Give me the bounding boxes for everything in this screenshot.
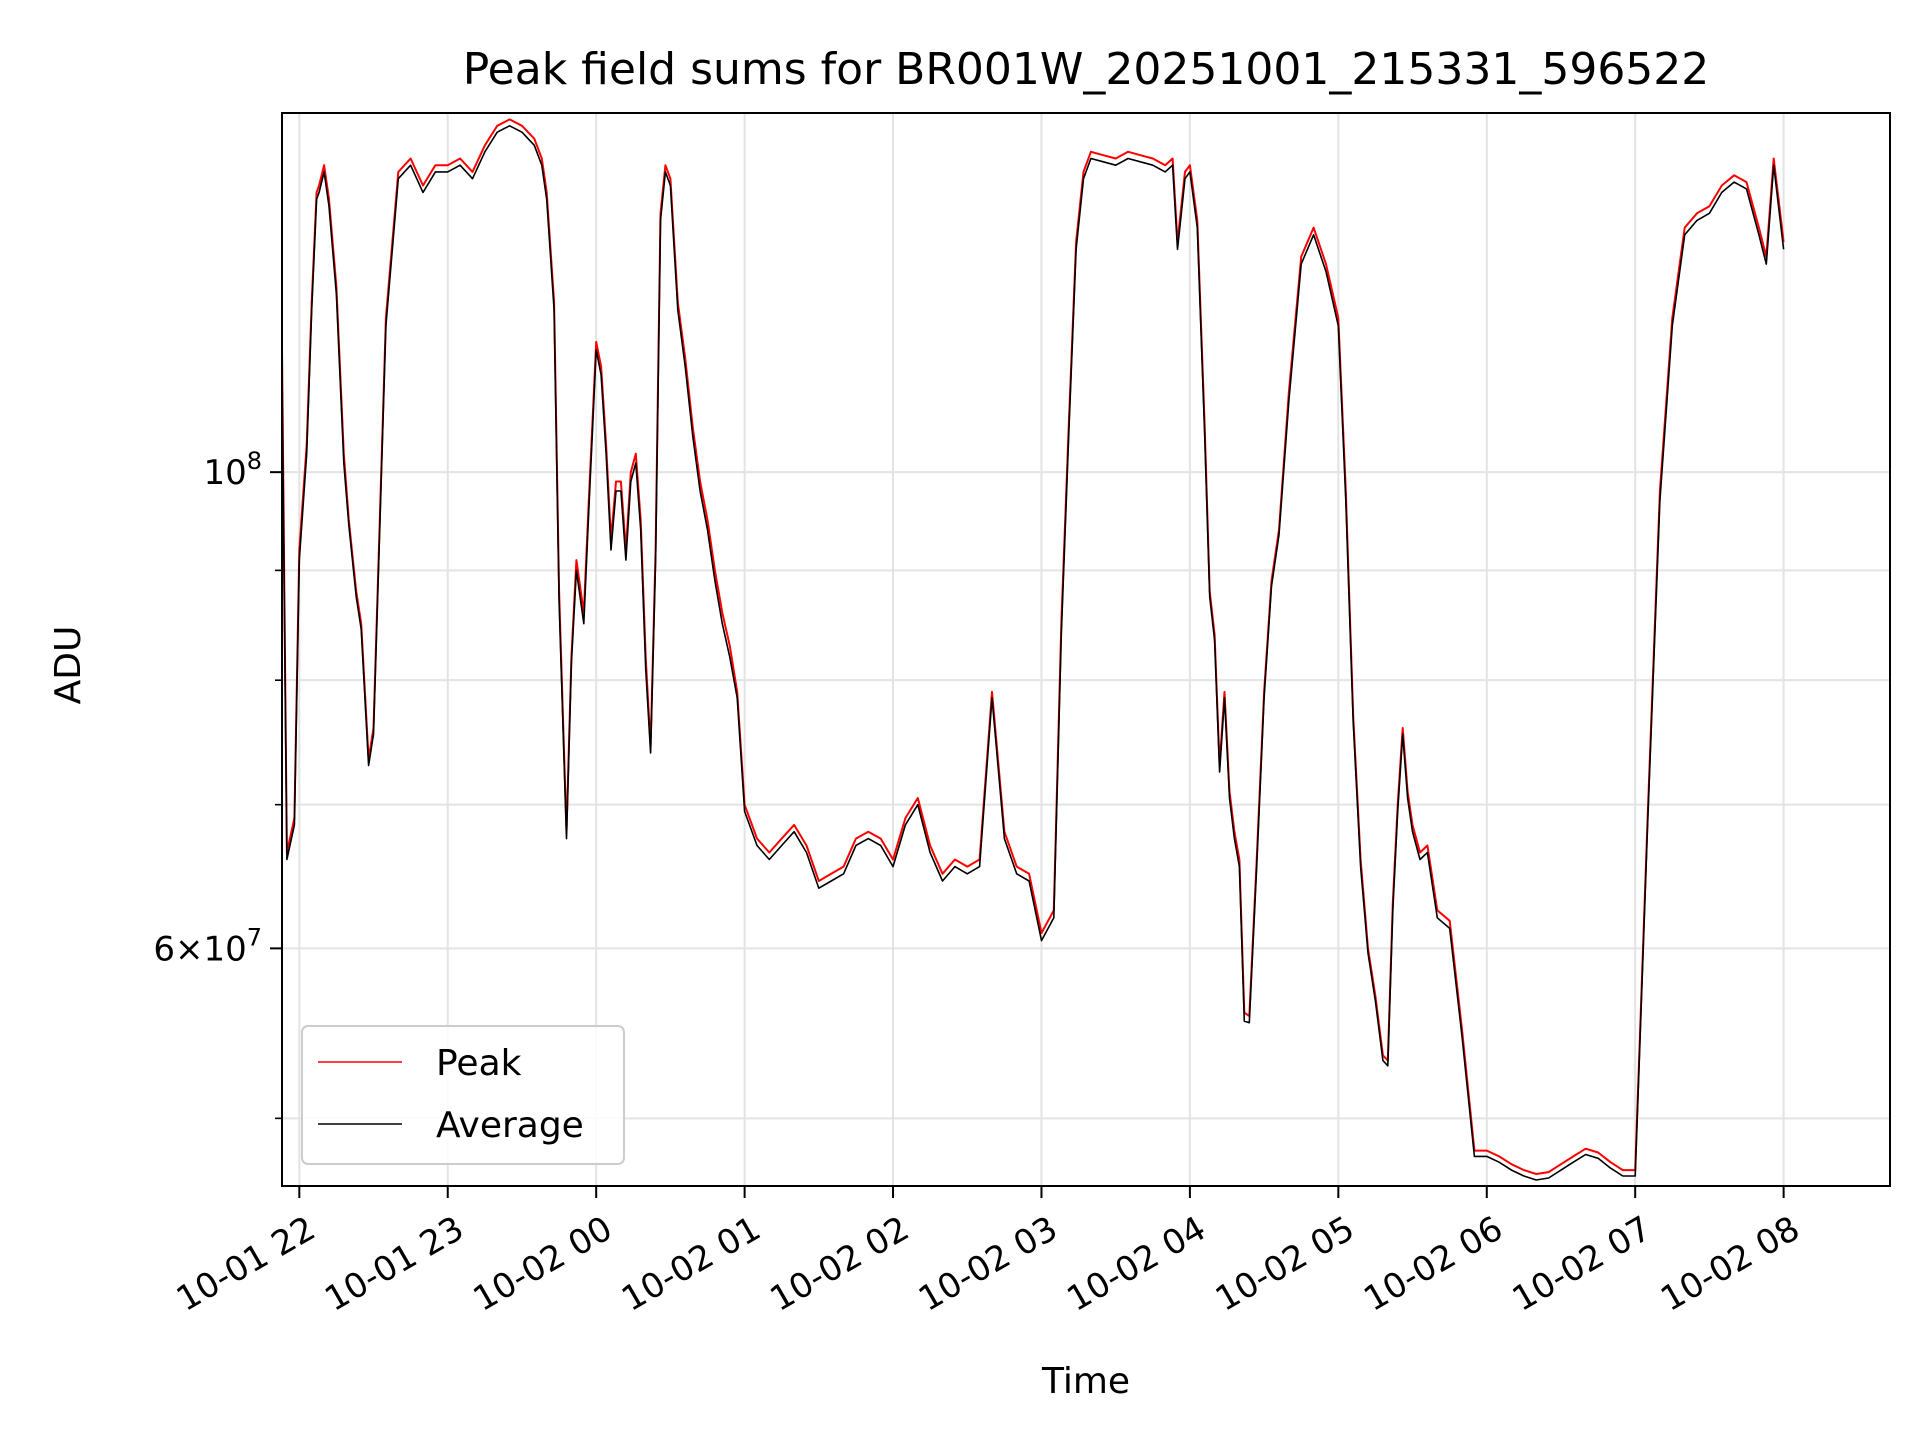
y-axis-ticks: 6×107 108 [153,447,282,1120]
legend-box [301,1025,625,1165]
x-tick-label: 10-02 01 [615,1209,767,1320]
series-line-average [281,125,1785,1181]
legend: Peak Average [301,1025,625,1165]
y-tick-label: 108 [203,447,262,493]
series-line-peak [281,118,1785,1175]
y-tick-label: 6×107 [153,923,262,969]
x-tick-label: 10-02 00 [467,1209,619,1320]
legend-label-peak: Peak [436,1043,522,1084]
y-axis-label: ADU [48,626,89,705]
x-tick-label: 10-02 05 [1209,1209,1361,1320]
x-tick-label: 10-02 08 [1654,1209,1806,1320]
x-axis-label: Time [1041,1361,1130,1402]
x-tick-label: 10-01 22 [170,1209,322,1320]
x-tick-label: 10-02 06 [1357,1209,1509,1320]
x-tick-label: 10-01 23 [318,1209,470,1320]
plot-frame [281,112,1891,1187]
legend-label-average: Average [436,1105,584,1146]
series-lines [281,118,1785,1181]
x-tick-label: 10-02 07 [1506,1209,1658,1320]
x-tick-label: 10-02 03 [912,1209,1064,1320]
x-tick-label: 10-02 02 [764,1209,916,1320]
chart-title: Peak field sums for BR001W_20251001_2153… [463,44,1710,95]
x-tick-label: 10-02 04 [1060,1209,1212,1320]
